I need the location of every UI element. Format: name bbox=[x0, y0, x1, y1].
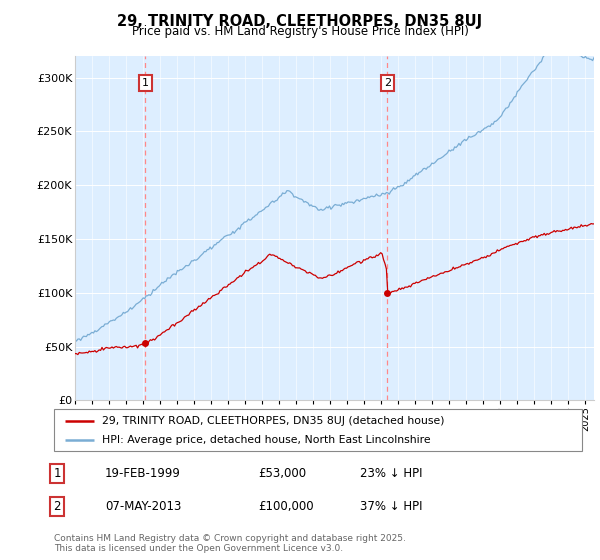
Text: 29, TRINITY ROAD, CLEETHORPES, DN35 8UJ (detached house): 29, TRINITY ROAD, CLEETHORPES, DN35 8UJ … bbox=[101, 416, 444, 426]
Text: Price paid vs. HM Land Registry's House Price Index (HPI): Price paid vs. HM Land Registry's House … bbox=[131, 25, 469, 38]
Text: 29, TRINITY ROAD, CLEETHORPES, DN35 8UJ: 29, TRINITY ROAD, CLEETHORPES, DN35 8UJ bbox=[118, 14, 482, 29]
Text: 23% ↓ HPI: 23% ↓ HPI bbox=[360, 466, 422, 480]
FancyBboxPatch shape bbox=[54, 409, 582, 451]
Text: Contains HM Land Registry data © Crown copyright and database right 2025.
This d: Contains HM Land Registry data © Crown c… bbox=[54, 534, 406, 553]
Text: £100,000: £100,000 bbox=[258, 500, 314, 514]
Text: 1: 1 bbox=[53, 466, 61, 480]
Text: 2: 2 bbox=[383, 78, 391, 88]
Text: HPI: Average price, detached house, North East Lincolnshire: HPI: Average price, detached house, Nort… bbox=[101, 435, 430, 445]
Text: 19-FEB-1999: 19-FEB-1999 bbox=[105, 466, 181, 480]
Text: 37% ↓ HPI: 37% ↓ HPI bbox=[360, 500, 422, 514]
Text: £53,000: £53,000 bbox=[258, 466, 306, 480]
Text: 07-MAY-2013: 07-MAY-2013 bbox=[105, 500, 181, 514]
Text: 1: 1 bbox=[142, 78, 149, 88]
Text: 2: 2 bbox=[53, 500, 61, 514]
